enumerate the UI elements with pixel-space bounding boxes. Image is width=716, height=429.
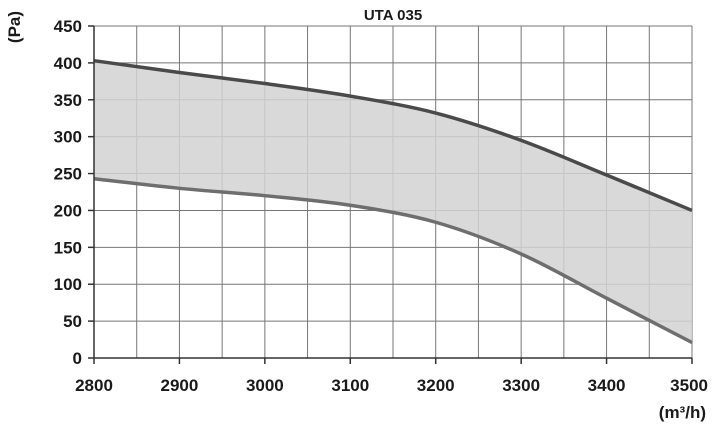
x-tick-label: 3500	[670, 376, 708, 395]
y-tick-label: 450	[54, 17, 82, 36]
y-tick-label: 350	[54, 91, 82, 110]
axes	[88, 25, 693, 364]
x-tick-label: 2800	[75, 376, 113, 395]
y-tick-label: 400	[54, 54, 82, 73]
x-tick-label: 3300	[502, 376, 540, 395]
x-tick-label: 3400	[588, 376, 626, 395]
y-tick-label: 50	[63, 312, 82, 331]
y-tick-label: 250	[54, 165, 82, 184]
y-axis-label: (Pa)	[5, 11, 24, 43]
y-tick-label: 100	[54, 275, 82, 294]
lower-curve-line	[93, 176, 693, 345]
y-tick-label: 0	[73, 349, 82, 368]
y-tick-label: 200	[54, 201, 82, 220]
x-tick-label: 2900	[161, 376, 199, 395]
pressure-band-area	[94, 60, 692, 343]
x-tick-labels: 2800 2900 3000 3100 3200 3300 3400 3500	[75, 376, 708, 395]
y-tick-labels: 0 50 100 150 200 250 300 350 400 450	[54, 17, 82, 368]
x-axis-label: (m³/h)	[659, 403, 706, 422]
x-tick-label: 3100	[331, 376, 369, 395]
chart-title: UTA 035	[364, 7, 422, 24]
x-tick-label: 3200	[417, 376, 455, 395]
y-tick-label: 150	[54, 238, 82, 257]
x-tick-label: 3000	[246, 376, 284, 395]
y-tick-label: 300	[54, 128, 82, 147]
upper-curve-line	[93, 58, 693, 213]
